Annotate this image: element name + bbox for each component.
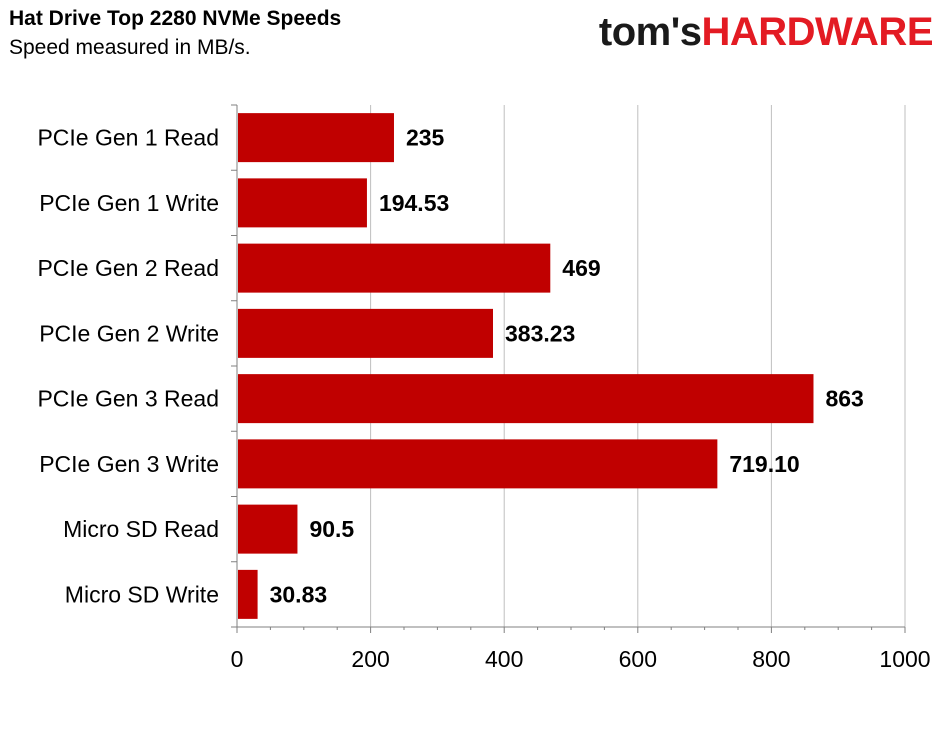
logo-hardware-text: HARDWARE xyxy=(701,10,933,54)
value-label: 469 xyxy=(562,255,600,281)
bar xyxy=(238,308,493,358)
value-label: 30.83 xyxy=(270,581,328,607)
bar xyxy=(238,504,298,554)
category-label: Micro SD Read xyxy=(63,516,219,542)
x-tick-label: 600 xyxy=(619,646,657,672)
category-label: PCIe Gen 1 Write xyxy=(39,190,219,216)
value-label: 90.5 xyxy=(309,516,354,542)
bar xyxy=(238,569,258,619)
category-label: PCIe Gen 2 Read xyxy=(37,255,219,281)
bar xyxy=(238,178,367,228)
category-label: PCIe Gen 3 Write xyxy=(39,451,219,477)
category-label: PCIe Gen 1 Read xyxy=(37,125,219,151)
bar xyxy=(238,113,394,163)
x-tick-label: 400 xyxy=(485,646,523,672)
chart-subtitle: Speed measured in MB/s. xyxy=(9,36,251,59)
value-label: 863 xyxy=(825,386,863,412)
value-label: 235 xyxy=(406,125,445,151)
toms-hardware-logo: tom'sHARDWARE xyxy=(598,10,934,55)
value-label: 719.10 xyxy=(729,451,799,477)
bar xyxy=(238,374,814,424)
x-tick-label: 1000 xyxy=(879,646,930,672)
x-tick-label: 200 xyxy=(351,646,389,672)
logo-toms-text: tom's xyxy=(598,10,702,54)
category-label: PCIe Gen 3 Read xyxy=(37,386,219,412)
chart-title: Hat Drive Top 2280 NVMe Speeds xyxy=(9,7,342,30)
bar xyxy=(238,243,551,293)
value-label: 194.53 xyxy=(379,190,449,216)
category-label: PCIe Gen 2 Write xyxy=(39,320,219,346)
x-tick-label: 0 xyxy=(231,646,244,672)
x-tick-label: 800 xyxy=(752,646,790,672)
value-label: 383.23 xyxy=(505,320,575,346)
bar xyxy=(238,439,718,489)
category-label: Micro SD Write xyxy=(65,581,219,607)
